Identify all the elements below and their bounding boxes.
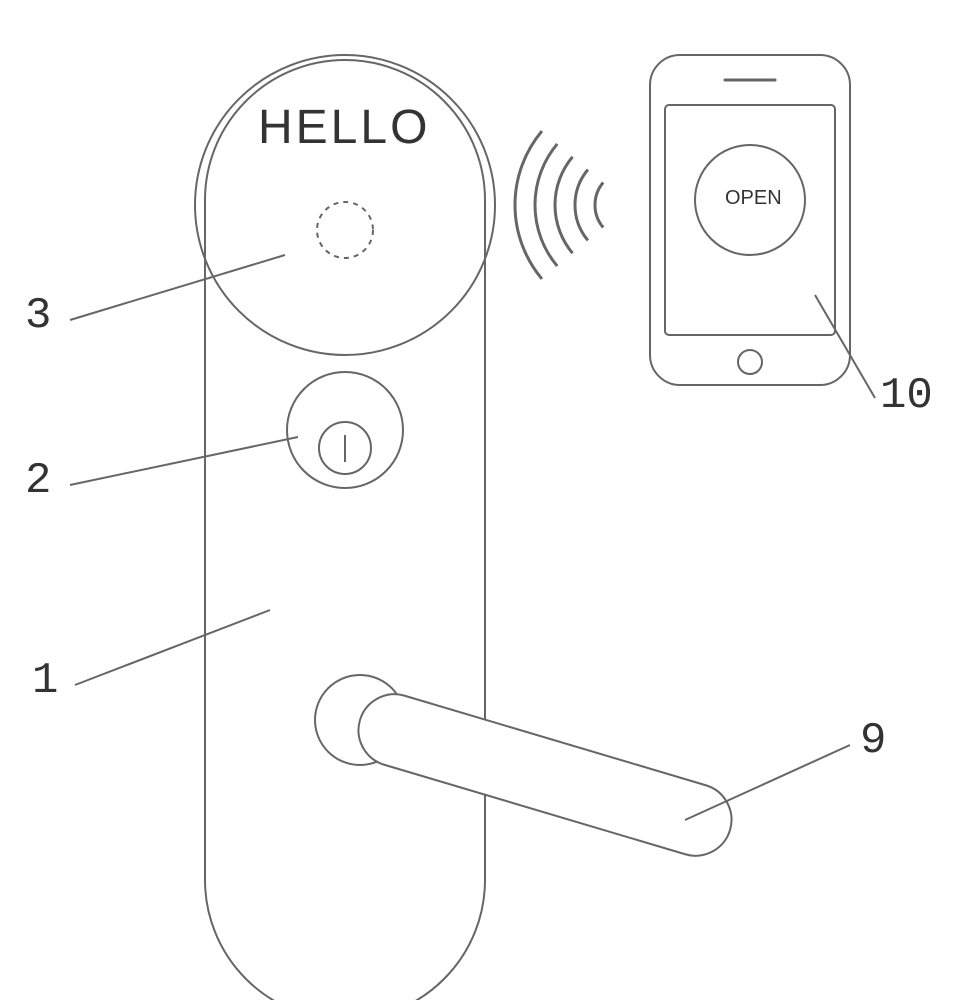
callout-label-2: 2 [25,456,51,506]
diagram-svg [0,0,957,1000]
lock-body [205,60,485,1000]
lock-sensor-icon [317,202,373,258]
callout-label-9: 9 [860,716,886,766]
signal-arc-4 [515,131,542,279]
callout-line-9 [685,745,850,820]
callout-label-3: 3 [25,291,51,341]
hello-text: HELLO [258,100,430,155]
callout-label-10: 10 [880,371,933,421]
callout-line-1 [75,610,270,685]
open-text: OPEN [725,187,782,210]
keyhole-outer [287,372,403,488]
phone-home-button [738,350,762,374]
callout-line-3 [70,255,285,320]
signal-arc-0 [595,183,603,228]
callout-line-2 [70,437,298,485]
signal-arc-1 [575,170,588,241]
signal-arc-2 [555,157,573,253]
callout-line-10 [815,295,875,398]
handle-bar [350,685,741,864]
callout-label-1: 1 [32,656,58,706]
phone-screen [665,105,835,335]
